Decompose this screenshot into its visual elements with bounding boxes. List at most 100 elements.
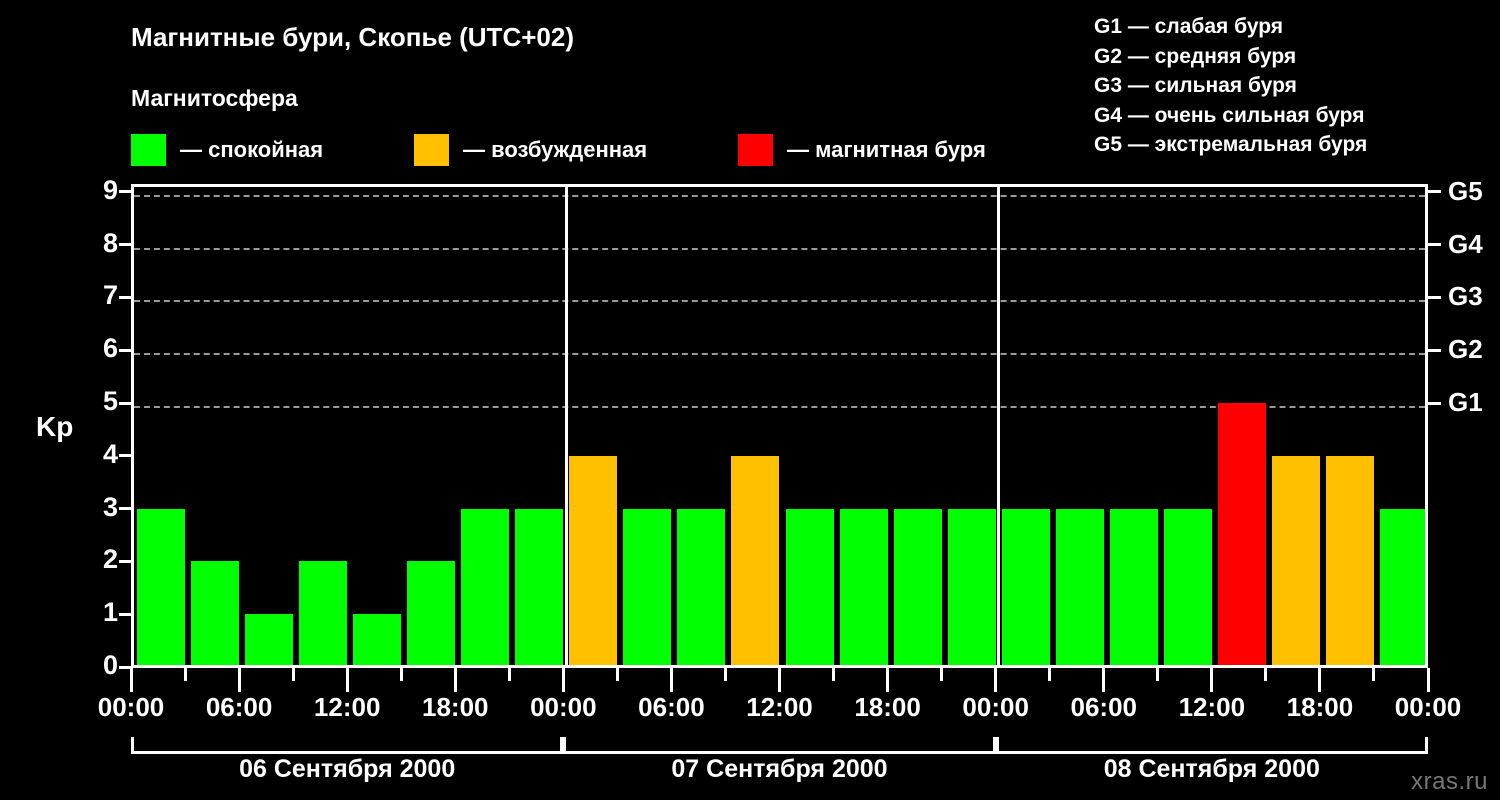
page-title: Магнитные бури, Скопье (UTC+02) bbox=[131, 22, 574, 52]
x-tick-label: 00:00 bbox=[97, 692, 165, 722]
x-tick-label: 18:00 bbox=[1286, 692, 1354, 722]
x-tick-label: 18:00 bbox=[422, 692, 489, 722]
y-tick-mark bbox=[119, 507, 131, 511]
x-tick-major bbox=[1102, 668, 1106, 692]
x-tick-minor bbox=[507, 668, 511, 681]
x-tick-label: 06:00 bbox=[638, 692, 705, 722]
x-tick-minor bbox=[1264, 668, 1268, 681]
x-tick-minor bbox=[399, 668, 403, 681]
y-tick-label: 8 bbox=[102, 227, 118, 258]
g-tick-mark bbox=[1428, 243, 1441, 247]
magnetosphere-heading: Магнитосфера bbox=[131, 85, 298, 111]
x-tick-major bbox=[669, 668, 673, 692]
gridline bbox=[134, 300, 1425, 303]
kp-bar bbox=[1163, 508, 1212, 667]
x-tick-label: 18:00 bbox=[854, 692, 921, 722]
y-tick-label: 9 bbox=[102, 174, 118, 205]
x-tick-minor bbox=[615, 668, 619, 681]
legend-entry: — спокойная bbox=[131, 133, 323, 167]
x-tick-minor bbox=[723, 668, 727, 681]
day-label: 06 Сентября 2000 bbox=[239, 755, 456, 783]
legend-label: — возбужденная bbox=[463, 137, 648, 162]
kp-bar bbox=[569, 455, 618, 667]
day-bracket bbox=[563, 737, 996, 754]
kp-bar bbox=[839, 508, 888, 667]
x-tick-label: 00:00 bbox=[1394, 692, 1462, 722]
kp-bar bbox=[893, 508, 942, 667]
x-tick-label: 06:00 bbox=[205, 692, 273, 722]
watermark: xras.ru bbox=[1411, 768, 1488, 795]
x-tick-label: 12:00 bbox=[746, 692, 813, 722]
g-tick-mark bbox=[1428, 295, 1441, 299]
gridline bbox=[134, 194, 1425, 197]
day-separator bbox=[564, 187, 568, 667]
g-tick-label: G3 bbox=[1448, 281, 1483, 312]
legend-label: — магнитная буря bbox=[787, 137, 986, 162]
x-tick-label: 00:00 bbox=[962, 692, 1029, 722]
kp-bar bbox=[353, 614, 402, 667]
x-tick-label: 06:00 bbox=[1070, 692, 1138, 722]
x-tick-minor bbox=[940, 668, 944, 681]
kp-bar bbox=[245, 614, 294, 667]
x-tick-minor bbox=[1372, 668, 1376, 681]
kp-bar bbox=[1325, 455, 1374, 667]
x-tick-label: 12:00 bbox=[1178, 692, 1246, 722]
x-tick-label: 12:00 bbox=[313, 692, 381, 722]
x-tick-major bbox=[778, 668, 781, 692]
x-tick-label: 00:00 bbox=[530, 692, 597, 722]
g-scale-legend: G1 — слабая буря G2 — средняя буря G3 — си… bbox=[1074, 12, 1494, 160]
kp-bar bbox=[1001, 508, 1050, 667]
day-separator bbox=[997, 187, 1001, 667]
kp-bar bbox=[947, 508, 996, 667]
day-label: 08 Сентября 2000 bbox=[1103, 755, 1320, 783]
kp-bar bbox=[137, 508, 186, 667]
gridline bbox=[134, 353, 1425, 356]
gridline bbox=[134, 406, 1425, 408]
g-scale-row: G3 — сильная буря bbox=[1094, 74, 1297, 97]
y-tick-mark bbox=[119, 559, 131, 563]
g-tick-mark bbox=[1428, 401, 1441, 405]
y-tick-label: 4 bbox=[102, 438, 118, 469]
legend-color-swatch bbox=[414, 134, 449, 166]
y-axis-title: Kp bbox=[36, 411, 74, 442]
y-tick-label: 5 bbox=[102, 386, 118, 416]
g-scale-row: G1 — слабая буря bbox=[1094, 15, 1284, 38]
x-tick-minor bbox=[832, 668, 836, 681]
x-tick-major bbox=[886, 668, 890, 692]
x-tick-major bbox=[129, 668, 133, 692]
kp-bar bbox=[299, 561, 348, 667]
g-tick-label: G2 bbox=[1448, 334, 1483, 365]
gridline bbox=[134, 247, 1425, 250]
kp-bar bbox=[1109, 508, 1158, 667]
x-tick-minor bbox=[291, 668, 295, 681]
x-tick-major bbox=[453, 668, 457, 692]
y-tick-label: 1 bbox=[102, 597, 118, 628]
g-scale-row: G2 — средняя буря bbox=[1094, 44, 1297, 68]
y-tick-label: 6 bbox=[102, 333, 118, 364]
x-tick-major bbox=[994, 668, 998, 692]
day-label: 07 Сентября 2000 bbox=[671, 755, 888, 783]
kp-bar bbox=[1055, 508, 1104, 667]
kp-bar bbox=[1379, 508, 1425, 667]
g-tick-label: G5 bbox=[1448, 175, 1483, 206]
y-tick-mark bbox=[119, 243, 131, 247]
g-scale-row: G4 — очень сильная буря bbox=[1094, 103, 1365, 127]
x-tick-major bbox=[1210, 668, 1214, 692]
legend-color-swatch bbox=[131, 134, 166, 166]
kp-bar bbox=[677, 508, 726, 667]
g-tick-mark bbox=[1428, 348, 1441, 352]
y-tick-label: 0 bbox=[102, 650, 118, 680]
kp-bar bbox=[407, 561, 456, 667]
y-tick-mark bbox=[119, 454, 131, 458]
x-tick-major bbox=[345, 668, 349, 692]
x-tick-minor bbox=[1048, 668, 1052, 681]
x-tick-major bbox=[561, 668, 565, 692]
g-tick-label: G4 bbox=[1448, 228, 1483, 259]
y-tick-mark bbox=[119, 348, 131, 352]
x-tick-major bbox=[1426, 668, 1430, 692]
kp-bar bbox=[731, 455, 780, 667]
y-tick-label: 2 bbox=[102, 544, 118, 575]
kp-bar bbox=[1217, 403, 1266, 667]
y-tick-label: 7 bbox=[102, 280, 118, 311]
x-tick-major bbox=[1318, 668, 1322, 692]
